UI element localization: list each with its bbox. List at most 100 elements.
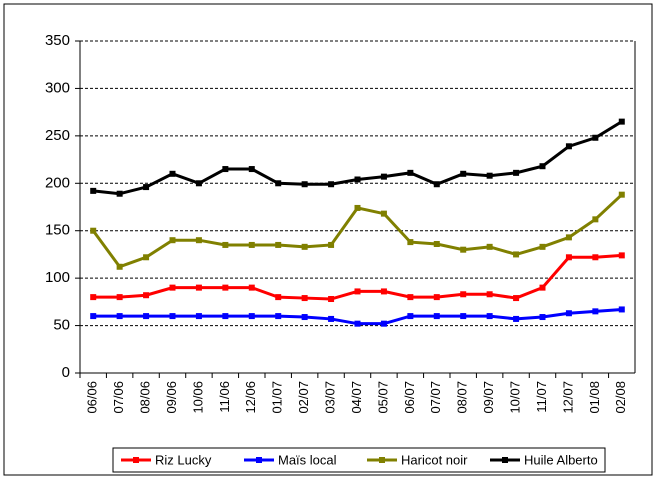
- x-tick-label: 03/07: [323, 381, 338, 414]
- point: [116, 263, 123, 270]
- x-tick-label: 11/07: [534, 381, 549, 413]
- point: [433, 181, 440, 188]
- point: [618, 306, 625, 313]
- x-tick-label: 08/07: [455, 381, 470, 414]
- point: [618, 118, 625, 125]
- point: [407, 169, 414, 176]
- point: [222, 166, 229, 173]
- point: [328, 315, 335, 322]
- x-tick-label: 12/07: [560, 381, 575, 414]
- point: [539, 314, 546, 321]
- point: [486, 291, 493, 298]
- point: [460, 170, 467, 177]
- point: [513, 315, 520, 322]
- x-tick-label: 01/08: [587, 381, 602, 414]
- point: [539, 163, 546, 170]
- point: [328, 181, 335, 188]
- legend-marker: [502, 457, 508, 463]
- chart-border: [3, 3, 653, 476]
- point: [354, 204, 361, 211]
- x-tick-label: 02/08: [613, 381, 628, 414]
- point: [328, 241, 335, 248]
- point: [116, 294, 123, 301]
- point: [460, 291, 467, 298]
- x-tick-label: 04/07: [349, 381, 364, 414]
- point: [592, 254, 599, 261]
- point: [354, 176, 361, 183]
- point: [592, 308, 599, 315]
- legend-label: Haricot noir: [401, 452, 468, 467]
- point: [143, 292, 150, 299]
- point: [116, 313, 123, 320]
- x-tick-label: 09/07: [481, 381, 496, 414]
- point: [195, 180, 202, 187]
- point: [143, 184, 150, 191]
- y-tick-label: 150: [45, 222, 70, 239]
- point: [513, 295, 520, 302]
- point: [380, 210, 387, 217]
- point: [539, 284, 546, 291]
- point: [222, 284, 229, 291]
- x-tick-label: 09/06: [164, 381, 179, 414]
- point: [433, 240, 440, 247]
- y-tick-label: 0: [62, 364, 70, 381]
- point: [90, 313, 97, 320]
- point: [460, 313, 467, 320]
- point: [486, 172, 493, 179]
- point: [90, 227, 97, 234]
- point: [380, 288, 387, 295]
- point: [301, 314, 308, 321]
- point: [169, 313, 176, 320]
- point: [328, 296, 335, 303]
- point: [460, 246, 467, 253]
- legend-marker: [379, 457, 385, 463]
- point: [275, 241, 282, 248]
- legend-marker: [256, 457, 262, 463]
- x-tick-label: 05/07: [375, 381, 390, 414]
- point: [565, 254, 572, 261]
- point: [275, 313, 282, 320]
- point: [248, 241, 255, 248]
- point: [301, 295, 308, 302]
- point: [380, 173, 387, 180]
- point: [565, 234, 572, 241]
- x-tick-label: 02/07: [296, 381, 311, 414]
- x-tick-label: 07/07: [428, 381, 443, 414]
- point: [169, 237, 176, 244]
- y-tick-label: 200: [45, 174, 70, 191]
- x-tick-label: 10/07: [508, 381, 523, 414]
- x-tick-label: 11/06: [217, 381, 232, 413]
- point: [301, 181, 308, 188]
- point: [275, 294, 282, 301]
- point: [513, 251, 520, 258]
- point: [513, 169, 520, 176]
- y-tick-label: 100: [45, 269, 70, 286]
- point: [486, 313, 493, 320]
- point: [433, 313, 440, 320]
- point: [143, 254, 150, 261]
- point: [433, 294, 440, 301]
- point: [354, 320, 361, 327]
- point: [143, 313, 150, 320]
- x-tick-label: 06/07: [402, 381, 417, 414]
- point: [539, 243, 546, 250]
- point: [116, 190, 123, 197]
- point: [486, 243, 493, 250]
- point: [354, 288, 361, 295]
- point: [565, 310, 572, 317]
- point: [407, 294, 414, 301]
- point: [169, 284, 176, 291]
- point: [169, 170, 176, 177]
- point: [195, 313, 202, 320]
- y-tick-label: 350: [45, 32, 70, 49]
- point: [592, 216, 599, 223]
- point: [248, 284, 255, 291]
- point: [248, 313, 255, 320]
- legend-label: Huile Alberto: [524, 452, 598, 467]
- point: [248, 166, 255, 173]
- point: [618, 252, 625, 259]
- point: [565, 143, 572, 150]
- x-tick-label: 10/06: [190, 381, 205, 414]
- y-tick-label: 250: [45, 127, 70, 144]
